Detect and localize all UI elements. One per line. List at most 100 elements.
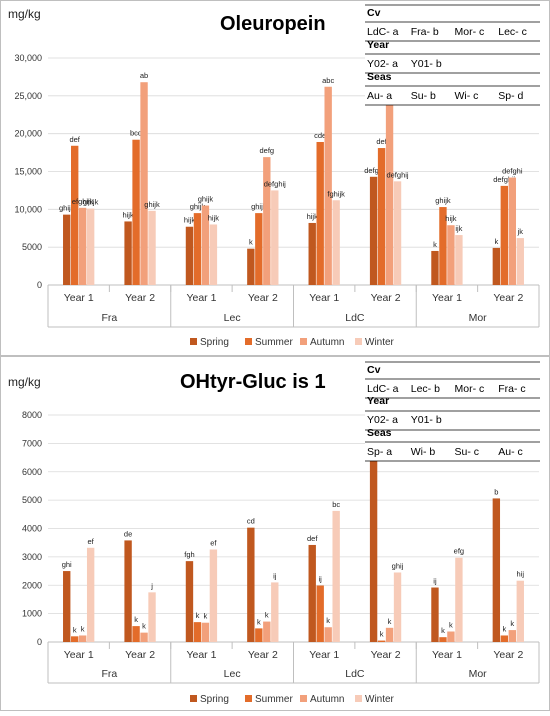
bar-summer xyxy=(439,637,447,642)
bar-summer xyxy=(377,640,386,642)
data-label: defghij xyxy=(386,170,408,179)
bar-autumn xyxy=(324,86,332,286)
stats-table-cell: Wi- c xyxy=(455,90,479,102)
bar-winter xyxy=(455,235,463,285)
legend-entry: Spring xyxy=(200,337,229,348)
oleuropein-chart: mg/kg Oleuropein 0 5000 10,000 15,000 20,000 25… xyxy=(8,4,540,348)
bar-winter xyxy=(86,208,95,285)
data-label: k xyxy=(449,621,453,630)
bar-spring xyxy=(63,571,71,642)
data-label: ghijk xyxy=(251,202,267,211)
y-axis-label: mg/kg xyxy=(8,375,41,389)
stats-table-cell: LdC- a xyxy=(367,383,399,395)
stats-table-header: Seas xyxy=(367,427,392,439)
data-label: def xyxy=(376,137,387,146)
stats-table-cell: Su- b xyxy=(411,90,436,102)
data-label: k xyxy=(441,626,445,635)
y-tick-label: 15,000 xyxy=(14,167,42,177)
data-label: defg xyxy=(259,146,274,155)
x-tick-label: Year 2 xyxy=(248,649,278,661)
data-label: fgh xyxy=(184,550,194,559)
legend-swatch xyxy=(355,695,362,702)
bar-autumn xyxy=(385,627,394,642)
data-label: fghijk xyxy=(327,189,345,198)
stats-table-cell: Mor- c xyxy=(455,383,485,395)
stats-table-cell: Lec- b xyxy=(411,383,440,395)
legend-entry: Summer xyxy=(255,694,293,705)
bar-summer xyxy=(377,148,386,285)
data-label: ij xyxy=(273,571,277,580)
data-label: k xyxy=(388,617,392,626)
y-tick-label: 8000 xyxy=(22,410,42,420)
bar-winter xyxy=(148,210,156,285)
bar-spring xyxy=(124,221,132,285)
x-tick-label: Year 2 xyxy=(125,292,155,304)
bar-winter xyxy=(332,510,340,642)
bar-winter xyxy=(516,238,524,285)
data-label: k xyxy=(502,624,506,633)
data-label: k xyxy=(380,630,384,639)
y-tick-label: 10,000 xyxy=(14,204,42,214)
bar-winter xyxy=(455,557,463,642)
bar-spring xyxy=(185,226,194,285)
data-label: j xyxy=(150,581,153,590)
data-label: hij xyxy=(517,570,525,579)
bar-summer xyxy=(132,626,140,642)
bar-autumn xyxy=(385,76,394,286)
legend-entry: Winter xyxy=(365,337,395,348)
y-tick-label: 3000 xyxy=(22,552,42,562)
bar-summer xyxy=(500,635,509,642)
data-label: k xyxy=(196,611,200,620)
data-label: hijk xyxy=(208,213,220,222)
data-label: k xyxy=(142,622,146,631)
stats-table-header: Seas xyxy=(367,71,392,83)
data-label: ghijk xyxy=(435,196,451,205)
bar-summer xyxy=(255,628,263,642)
ohtyr-gluc-chart: mg/kg OHtyr-Gluc is 1 0 1000 2000 3000 4000 500… xyxy=(8,361,540,705)
legend-swatch xyxy=(245,695,252,702)
data-label: defgh xyxy=(364,166,383,175)
stats-table-header: Cv xyxy=(367,7,381,19)
bar-spring xyxy=(247,527,255,642)
group-label: Lec xyxy=(224,668,241,680)
stats-table-cell: Au- a xyxy=(367,90,392,102)
data-label: k xyxy=(433,240,437,249)
bar-winter xyxy=(332,200,340,285)
y-tick-label: 6000 xyxy=(22,467,42,477)
data-label: bcd xyxy=(130,129,142,138)
stats-table-cell: Wi- b xyxy=(411,446,436,458)
x-tick-label: Year 1 xyxy=(186,649,216,661)
bar-summer xyxy=(71,145,79,285)
y-tick-label: 5000 xyxy=(22,495,42,505)
bar-autumn xyxy=(263,621,271,642)
legend-swatch xyxy=(300,338,307,345)
group-label: LdC xyxy=(345,668,365,680)
data-label: efg xyxy=(454,547,464,556)
x-tick-label: Year 1 xyxy=(64,292,94,304)
x-tick-label: Year 2 xyxy=(371,292,401,304)
x-tick-label: Year 2 xyxy=(493,649,523,661)
stats-table-cell: Y02- a xyxy=(367,58,398,70)
y-tick-label: 2000 xyxy=(22,580,42,590)
stats-table-cell: Y01- b xyxy=(411,414,442,426)
legend-swatch xyxy=(355,338,362,345)
data-label: k xyxy=(249,238,253,247)
bar-winter xyxy=(271,582,279,642)
x-tick-label: Year 1 xyxy=(186,292,216,304)
x-tick-label: Year 1 xyxy=(64,649,94,661)
bar-winter xyxy=(516,580,524,642)
legend-entry: Winter xyxy=(365,694,395,705)
stats-table: Cv LdC- a Lec- b Mor- c Fra- c Year Y02- a Y01-… xyxy=(365,361,540,462)
y-tick-label: 20,000 xyxy=(14,129,42,139)
legend-swatch xyxy=(300,695,307,702)
group-label: Fra xyxy=(102,668,118,680)
stats-table-header: Cv xyxy=(367,364,381,376)
stats-table-header: Year xyxy=(367,395,389,407)
bar-autumn xyxy=(508,177,516,285)
bar-winter xyxy=(148,592,156,642)
bar-autumn xyxy=(78,635,87,642)
bar-autumn xyxy=(324,627,332,642)
data-label: bc xyxy=(332,500,340,509)
legend-entry: Spring xyxy=(200,694,229,705)
data-label: k xyxy=(204,612,208,621)
